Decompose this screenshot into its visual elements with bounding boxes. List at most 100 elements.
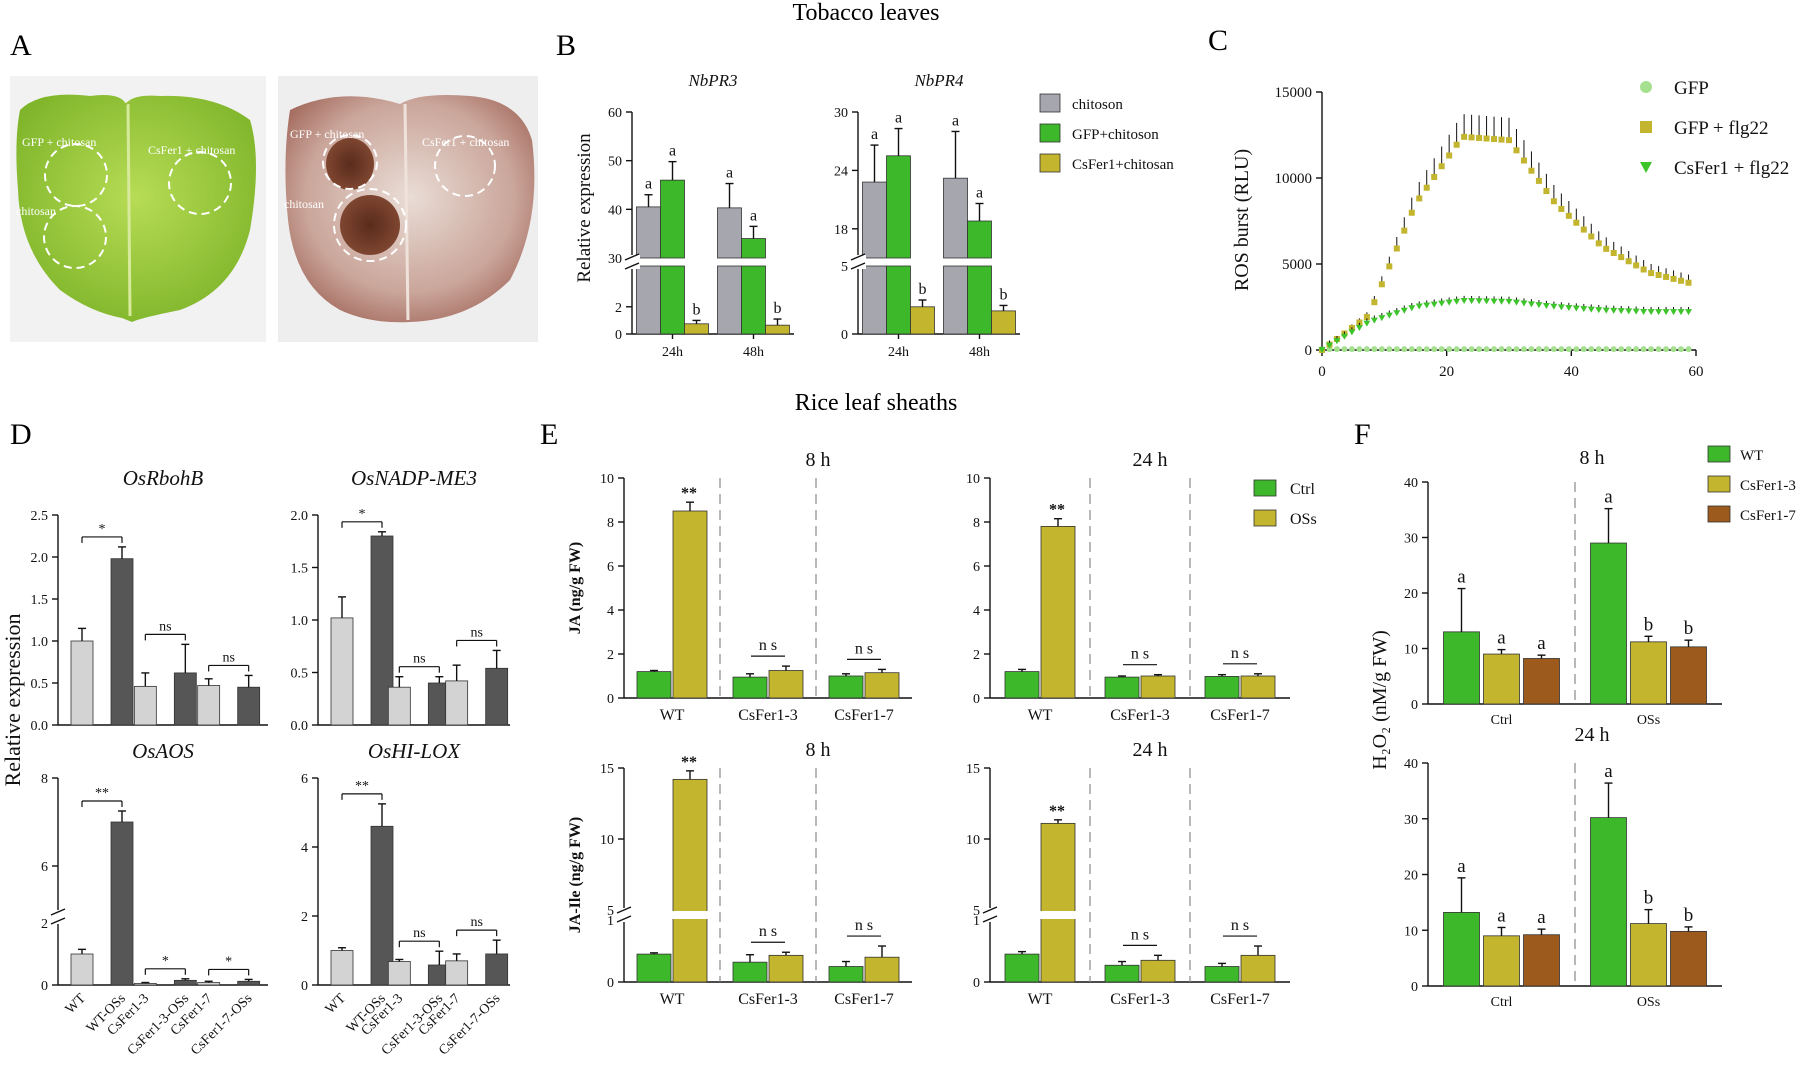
- panel-letter-d: D: [10, 418, 32, 451]
- b-sig-letter: a: [750, 207, 757, 224]
- f-x-tick-label: Ctrl: [1491, 713, 1513, 728]
- e-bar-ctrl: [829, 676, 863, 698]
- c-point-gfp: [1364, 346, 1370, 352]
- c-legend-marker: [1640, 81, 1652, 93]
- c-point-csfer1-flg22: [1588, 307, 1595, 313]
- c-point-gfp-flg22: [1379, 281, 1385, 287]
- green-leaf-midrib: [128, 104, 130, 316]
- f-y-tick-label: 0: [1411, 698, 1418, 713]
- c-point-csfer1-flg22: [1408, 305, 1415, 311]
- c-point-csfer1-flg22: [1565, 305, 1572, 311]
- d-y-tick-label: 0: [301, 979, 308, 994]
- c-point-gfp: [1633, 346, 1639, 352]
- c-point-csfer1-flg22: [1678, 309, 1685, 315]
- d-sig-label: *: [359, 507, 366, 522]
- photo-label-chitosan: chitosan: [284, 197, 324, 211]
- c-point-gfp-flg22: [1506, 137, 1512, 143]
- e-y-tick-label: 10: [600, 472, 614, 487]
- e-sig-label: **: [681, 754, 697, 771]
- e-y-tick-label: 0: [973, 976, 980, 991]
- e-y-tick-label: 2: [973, 648, 980, 663]
- d-y-axis-label: Relative expression: [0, 614, 25, 787]
- leaf-photo-stained: GFP + chitosan CsFer1 + chitosan chitosa…: [278, 76, 538, 342]
- c-point-gfp-flg22: [1573, 220, 1579, 226]
- photo-label-gfp-chitosan: GFP + chitosan: [290, 127, 364, 141]
- d-bar: [388, 962, 410, 985]
- e-bar-ctrl: [733, 962, 767, 982]
- c-point-csfer1-flg22: [1506, 299, 1513, 305]
- c-point-gfp-flg22: [1566, 213, 1572, 219]
- c-point-gfp: [1618, 346, 1624, 352]
- d-bar: [331, 951, 353, 986]
- d-subplot-title: OsRbohB: [123, 466, 204, 490]
- c-point-gfp-flg22: [1513, 147, 1519, 153]
- c-x-tick-label: 40: [1564, 364, 1579, 380]
- c-point-csfer1-flg22: [1438, 301, 1445, 307]
- c-point-gfp: [1543, 346, 1549, 352]
- c-point-gfp: [1506, 346, 1512, 352]
- c-point-csfer1-flg22: [1535, 302, 1542, 308]
- b-bar: [718, 266, 742, 334]
- b-bar: [637, 207, 661, 258]
- b-bar: [637, 266, 661, 334]
- e-sig-label: n s: [759, 637, 777, 654]
- d-y-tick-label: 6: [301, 772, 308, 787]
- e-sig-label: n s: [1131, 646, 1149, 663]
- f-y-tick-label: 40: [1404, 476, 1418, 491]
- d-bar: [446, 961, 468, 985]
- c-point-gfp: [1469, 346, 1475, 352]
- c-point-gfp: [1386, 346, 1392, 352]
- c-point-csfer1-flg22: [1528, 301, 1535, 307]
- b-y-tick-label: 5: [841, 260, 848, 275]
- c-point-gfp: [1686, 346, 1692, 352]
- e-bar-ctrl: [1005, 954, 1039, 982]
- c-y-tick-label: 0: [1305, 343, 1313, 359]
- c-point-gfp-flg22: [1641, 267, 1647, 273]
- b-bar: [887, 266, 911, 334]
- b-x-tick-label: 24h: [662, 345, 683, 360]
- c-point-gfp-flg22: [1678, 278, 1684, 284]
- f-sig-letter: b: [1644, 614, 1654, 635]
- b-break-gap: [622, 259, 798, 265]
- d-bar: [446, 681, 468, 725]
- e-bar-ctrl: [829, 967, 863, 983]
- d-y-tick-label: 8: [41, 772, 48, 787]
- b-sig-letter: b: [693, 301, 701, 318]
- f-legend-swatch: [1708, 446, 1730, 462]
- e-bar-oss: [1141, 676, 1175, 698]
- c-point-csfer1-flg22: [1648, 309, 1655, 315]
- b-sig-letter: a: [976, 184, 983, 201]
- d-y-tick-label: 4: [301, 841, 308, 856]
- c-point-csfer1-flg22: [1498, 299, 1505, 305]
- c-point-gfp-flg22: [1551, 198, 1557, 204]
- f-sig-letter: a: [1497, 905, 1506, 926]
- d-y-tick-label: 2.0: [291, 509, 309, 524]
- c-point-csfer1-flg22: [1393, 310, 1400, 316]
- c-point-gfp-flg22: [1618, 254, 1624, 260]
- c-point-gfp-flg22: [1394, 246, 1400, 252]
- e-sig-label: n s: [855, 917, 873, 934]
- f-sig-letter: b: [1644, 888, 1654, 909]
- c-point-gfp-flg22: [1476, 135, 1482, 141]
- d-sig-label: *: [162, 954, 169, 969]
- f-sig-letter: a: [1457, 567, 1466, 588]
- e-sig-label: n s: [759, 923, 777, 940]
- e-sig-label: n s: [1131, 926, 1149, 943]
- c-point-gfp: [1446, 346, 1452, 352]
- d-y-tick-label: 0.0: [291, 719, 309, 734]
- c-point-gfp-flg22: [1671, 276, 1677, 282]
- e-x-tick-label: CsFer1-7: [1210, 707, 1270, 724]
- c-y-tick-label: 15000: [1275, 85, 1313, 101]
- c-point-gfp: [1626, 346, 1632, 352]
- c-point-csfer1-flg22: [1618, 308, 1625, 314]
- c-point-gfp-flg22: [1536, 178, 1542, 184]
- e-y-axis-label: JA-Ile (ng/g FW): [567, 817, 584, 933]
- f-subplot-title: 8 h: [1580, 447, 1605, 469]
- f-y-tick-label: 40: [1404, 757, 1418, 772]
- f-y-tick-label: 30: [1404, 532, 1418, 547]
- d-y-tick-label: 1.5: [31, 593, 49, 608]
- necrotic-lesion: [326, 138, 374, 190]
- e-bar-oss: [1241, 955, 1275, 982]
- e-y-tick-label: 5: [973, 904, 980, 919]
- f-bar: [1444, 912, 1480, 986]
